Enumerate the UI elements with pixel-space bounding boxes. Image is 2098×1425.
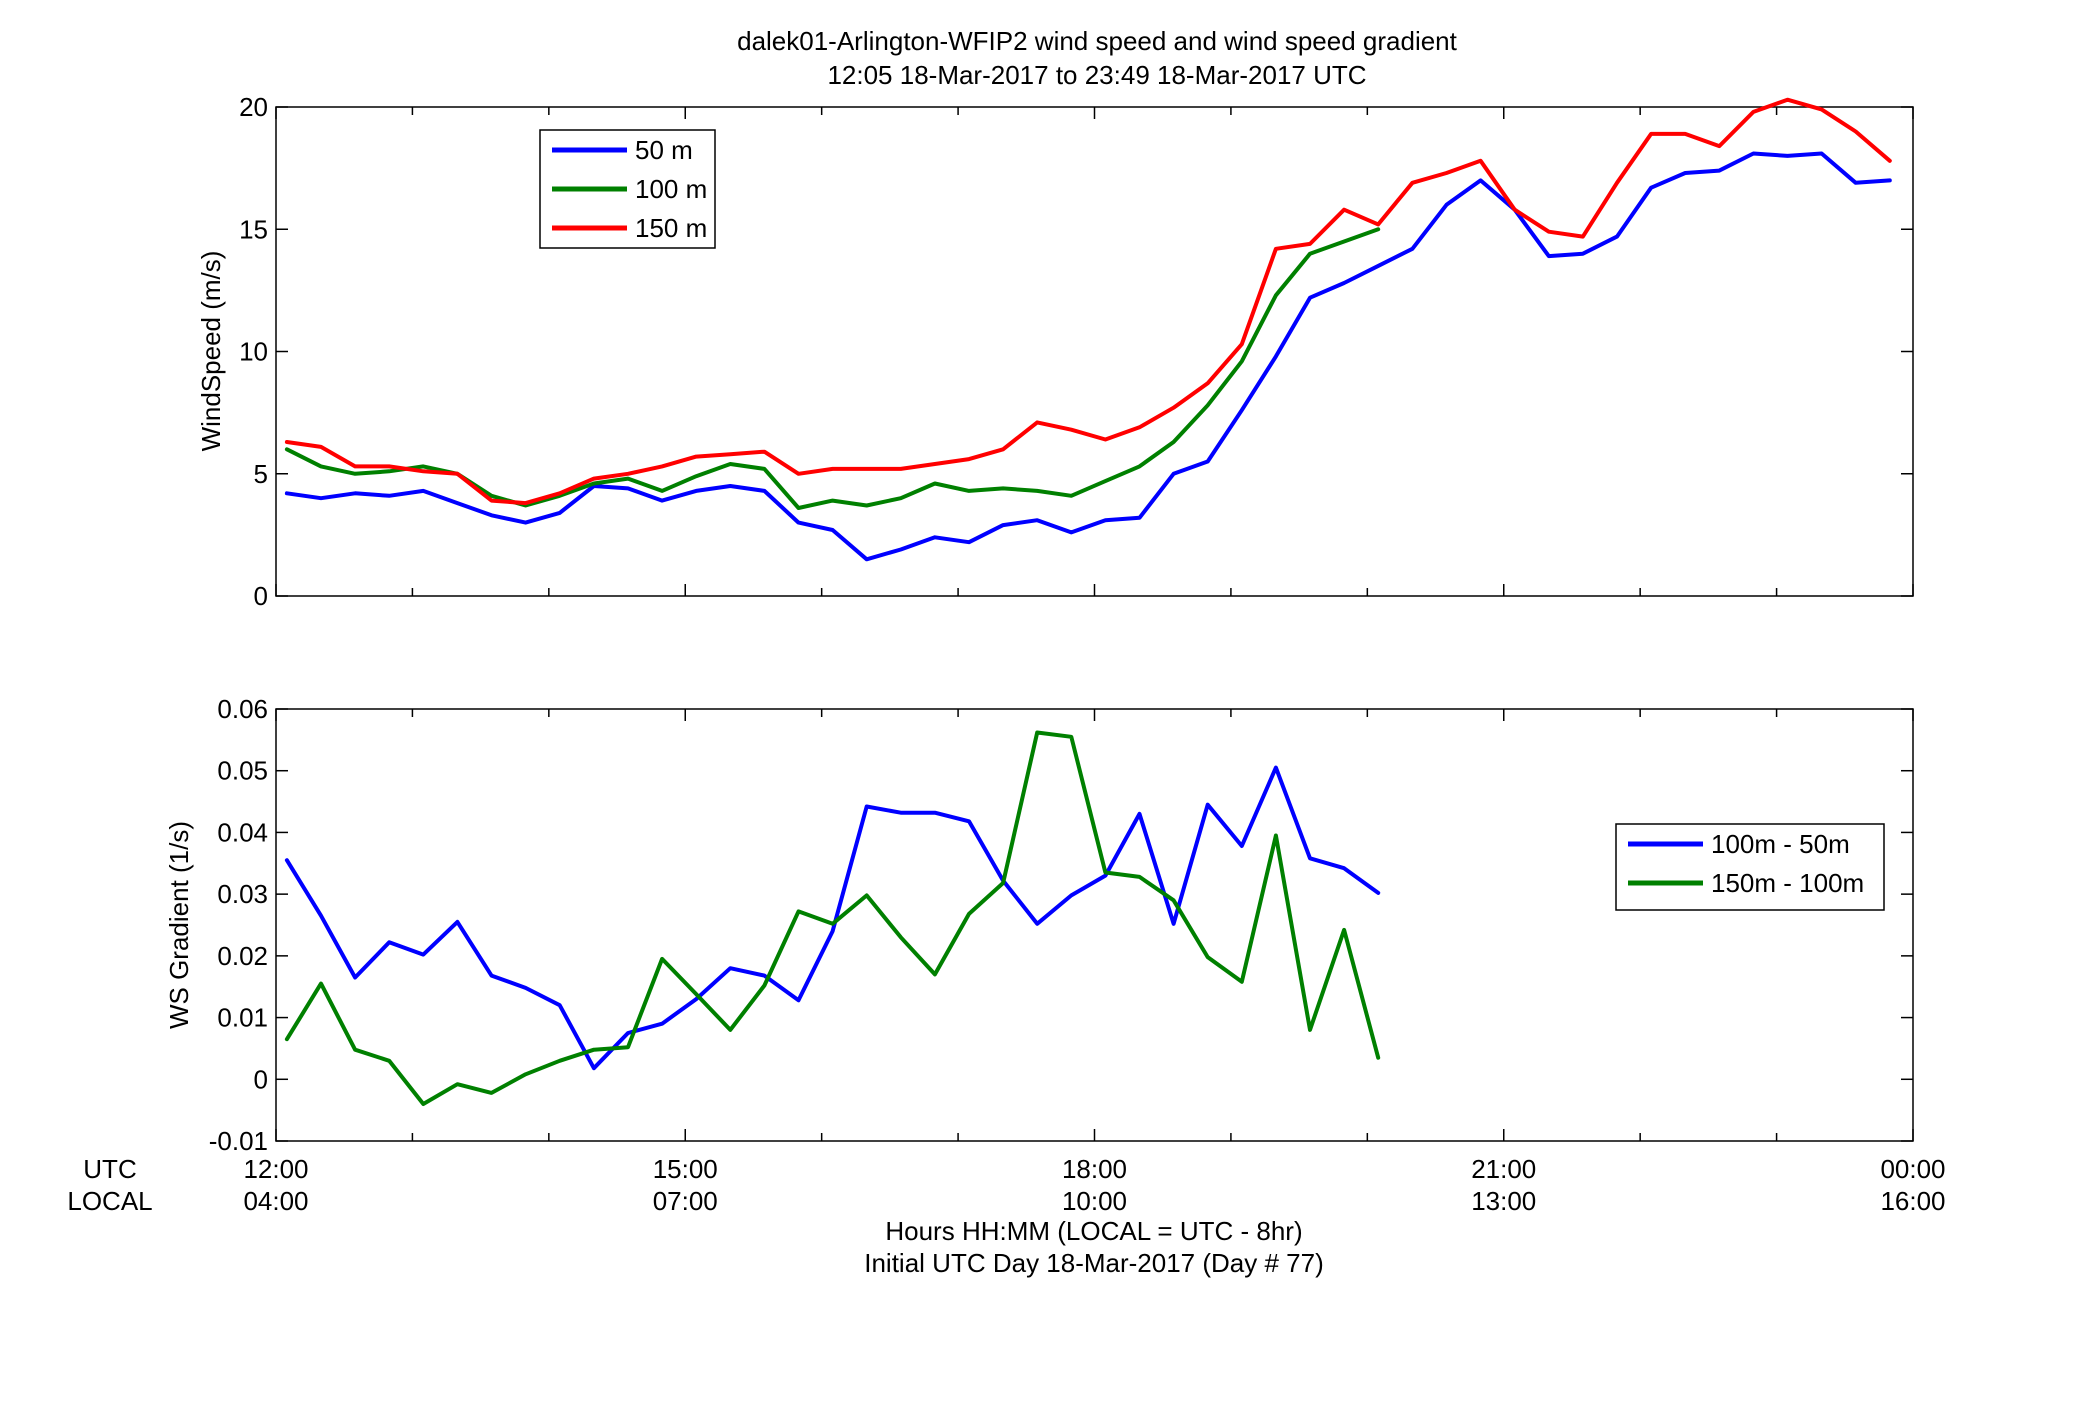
y-tick-label: 10 — [239, 337, 268, 367]
chart-subtitle: 12:05 18-Mar-2017 to 23:49 18-Mar-2017 U… — [827, 60, 1366, 90]
windspeed-ylabel: WindSpeed (m/s) — [196, 251, 226, 452]
legend-label: 100 m — [635, 174, 707, 204]
chart-title: dalek01-Arlington-WFIP2 wind speed and w… — [737, 26, 1458, 56]
x-tick-label-utc: 18:00 — [1062, 1154, 1127, 1184]
x-tick-label-local: 16:00 — [1880, 1186, 1945, 1216]
x-tick-label-local: 10:00 — [1062, 1186, 1127, 1216]
y-tick-label: 5 — [254, 459, 268, 489]
legend-label: 150m - 100m — [1711, 868, 1864, 898]
y-tick-label: 0.02 — [217, 941, 268, 971]
x-tick-label-local: 13:00 — [1471, 1186, 1536, 1216]
y-tick-label: 0.01 — [217, 1003, 268, 1033]
series-line-50-m — [284, 151, 1892, 562]
x-tick-label-local: 07:00 — [653, 1186, 718, 1216]
gradient-legend-box — [1615, 823, 1885, 911]
x-row-label-local: LOCAL — [67, 1186, 152, 1216]
gradient-legend: 100m - 50m 150m - 100m — [1615, 823, 1885, 911]
y-tick-label: -0.01 — [209, 1126, 268, 1156]
y-tick-label: 0 — [254, 1064, 268, 1094]
gradient-ylabel: WS Gradient (1/s) — [164, 821, 194, 1029]
y-tick-label: 20 — [239, 92, 268, 122]
windspeed-legend: 50 m 100 m 150 m — [539, 129, 716, 249]
x-tick-label-local: 04:00 — [243, 1186, 308, 1216]
legend-label: 100m - 50m — [1711, 829, 1850, 859]
windspeed-panel: 0 5 10 15 20 WindSpeed (m/s) 50 m 100 m 150 m — [196, 92, 1914, 611]
y-tick-label: 0.03 — [217, 879, 268, 909]
x-axis-label: Hours HH:MM (LOCAL = UTC - 8hr) — [885, 1216, 1302, 1246]
x-tick-label-utc: 21:00 — [1471, 1154, 1536, 1184]
series-line-100m-50m — [284, 765, 1381, 1071]
x-row-label-utc: UTC — [83, 1154, 136, 1184]
y-tick-label: 0.05 — [217, 756, 268, 786]
gradient-panel: -0.01 0 0.01 0.02 0.03 0.04 0.05 0.06 12:0004:00… — [67, 694, 1945, 1278]
y-tick-label: 0.04 — [217, 817, 268, 847]
series-line-100-m — [284, 227, 1381, 510]
x-tick-label-utc: 12:00 — [243, 1154, 308, 1184]
series-line-150m-100m — [284, 730, 1381, 1106]
legend-label: 50 m — [635, 135, 693, 165]
y-tick-label: 15 — [239, 214, 268, 244]
x-tick-label-utc: 15:00 — [653, 1154, 718, 1184]
x-tick-label-utc: 00:00 — [1880, 1154, 1945, 1184]
x-axis-label-day: Initial UTC Day 18-Mar-2017 (Day # 77) — [864, 1248, 1324, 1278]
y-tick-label: 0 — [254, 581, 268, 611]
legend-label: 150 m — [635, 213, 707, 243]
series-line-150-m — [284, 97, 1892, 506]
y-tick-label: 0.06 — [217, 694, 268, 724]
